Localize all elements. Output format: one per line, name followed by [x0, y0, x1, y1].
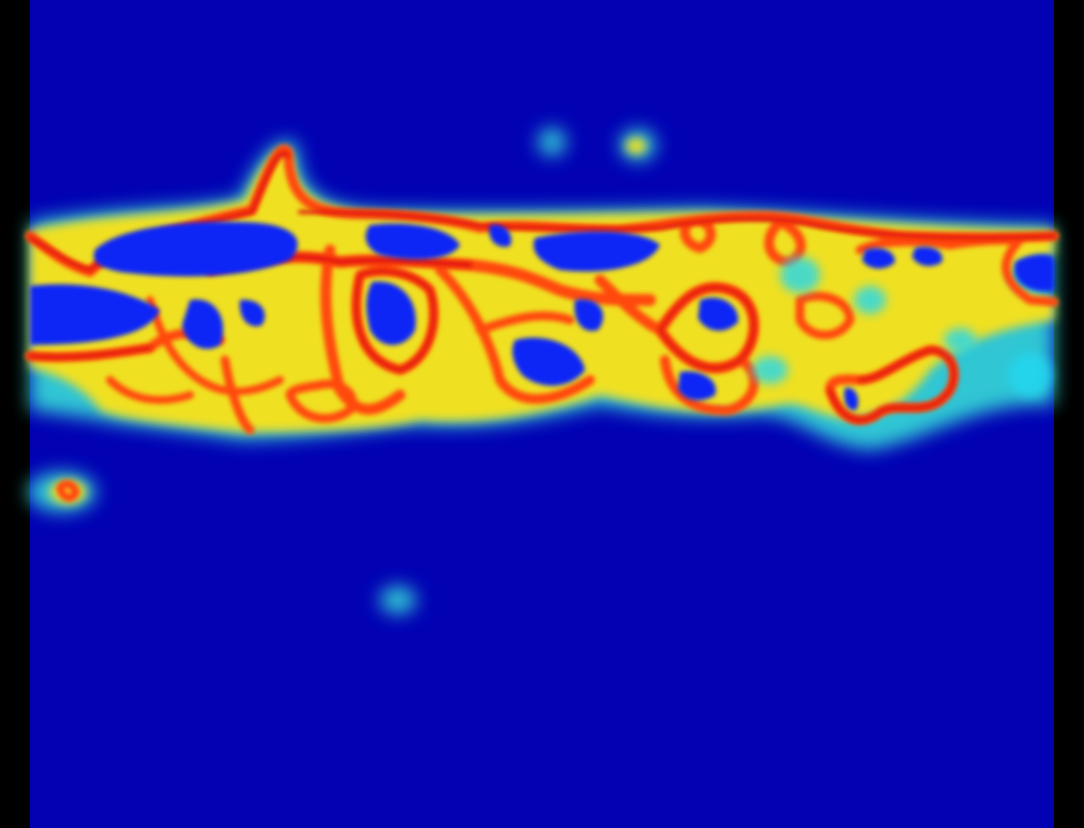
heatmap-speckle-layer	[752, 257, 1052, 397]
heatmap-void-layer	[30, 221, 1054, 411]
heatmap-core-layer	[28, 151, 1056, 423]
